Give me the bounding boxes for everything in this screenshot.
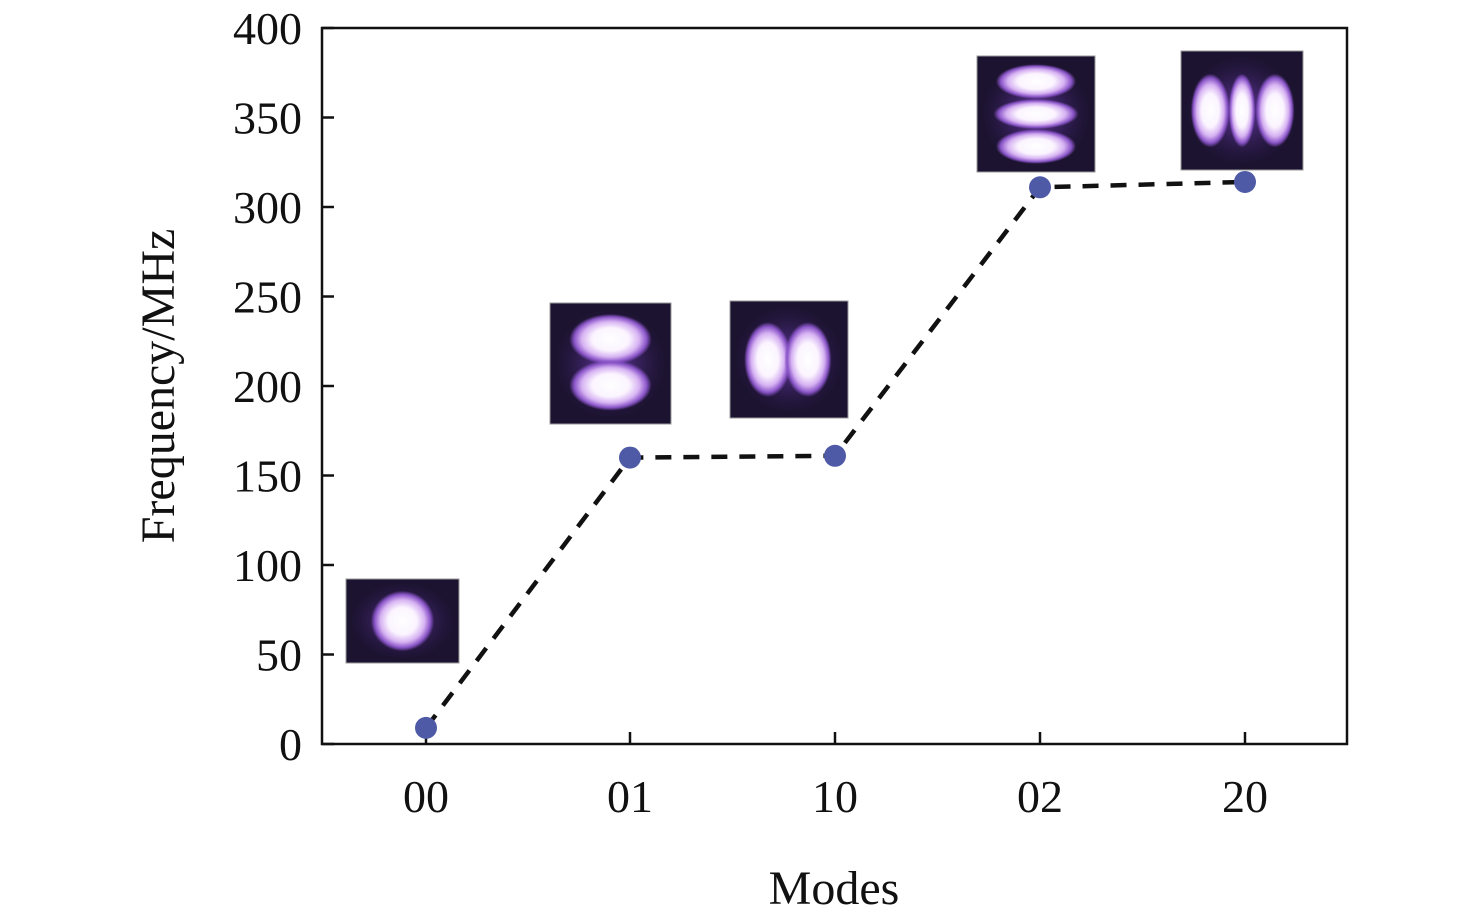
mode-pattern-images [345,50,1304,664]
y-tick-label: 150 [233,451,302,502]
mode-lobe [1190,73,1230,148]
x-tick-label: 10 [812,771,858,822]
y-tick-label: 0 [279,719,302,770]
mode-lobe [995,64,1077,99]
mode-lobe [569,313,652,365]
mode-image-01 [549,302,672,425]
y-tick-label: 350 [233,93,302,144]
mode-lobe [1255,73,1295,148]
data-point [824,444,846,467]
data-point [415,716,437,739]
x-axis-title: Modes [769,862,900,915]
mode-image-00 [345,578,460,664]
x-tick-label: 01 [607,771,653,822]
y-tick-label: 50 [256,630,302,681]
mode-lobe [1228,73,1256,148]
y-tick-label: 200 [233,361,302,412]
data-point [1029,176,1051,199]
y-tick-label: 400 [233,3,302,54]
data-point [1234,170,1256,193]
mode-lobe [370,590,435,652]
y-tick-label: 100 [233,540,302,591]
mode-lobe [995,129,1077,164]
x-tick-label: 20 [1222,771,1268,822]
mode-image-10 [729,300,849,419]
data-point [619,446,641,469]
data-series [415,170,1256,739]
mode-image-02 [976,55,1096,173]
y-axis-title: Frequency/MHz [132,229,185,544]
mode-lobe [993,98,1079,130]
y-tick-label: 300 [233,182,302,233]
mode-lobe [569,359,652,411]
x-axis-ticks: 00 01 10 02 20 [403,732,1268,822]
mode-image-20 [1180,50,1304,171]
y-tick-label: 250 [233,272,302,323]
x-tick-label: 02 [1017,771,1063,822]
x-tick-label: 00 [403,771,449,822]
y-axis-ticks: 0 50 100 150 200 250 300 350 400 [233,3,334,770]
mode-lobe [784,322,832,397]
mode-lobe [744,322,792,397]
